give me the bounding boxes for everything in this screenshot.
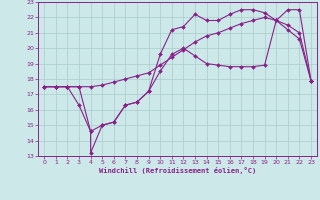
X-axis label: Windchill (Refroidissement éolien,°C): Windchill (Refroidissement éolien,°C) xyxy=(99,167,256,174)
